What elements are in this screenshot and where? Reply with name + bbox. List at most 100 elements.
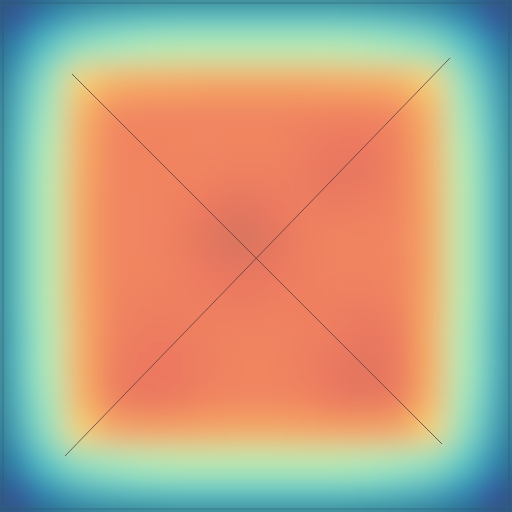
heat-cell [448,192,481,225]
diagonal-line [72,74,442,444]
heat-cell [416,0,449,33]
heat-cell [256,320,289,353]
heat-cell [352,128,385,161]
heat-cell [384,384,417,417]
heat-cell [416,32,449,65]
heat-cell [192,128,225,161]
heat-cell [384,160,417,193]
heat-cell [0,288,33,321]
heat-cell [416,320,449,353]
heat-cell [32,288,65,321]
heat-cell [480,96,512,129]
heat-cell [416,128,449,161]
heat-cell [352,448,385,481]
heat-cell [448,352,481,385]
heat-cell [352,192,385,225]
heat-cell [96,416,129,449]
heat-cell [224,224,257,257]
heat-cell [192,32,225,65]
heat-cell [352,352,385,385]
heat-cell [128,224,161,257]
heat-cell [320,128,353,161]
heat-cell [224,320,257,353]
heat-cell [96,256,129,289]
heat-cell [384,352,417,385]
heat-cell [160,320,193,353]
heat-cell [64,352,97,385]
heat-cell [32,480,65,512]
heat-cell [224,64,257,97]
heat-cell [384,64,417,97]
heat-cell [256,480,289,512]
heat-cell [192,0,225,33]
heat-cell [288,384,321,417]
heat-cell [256,256,289,289]
heat-cell [384,32,417,65]
heat-cell [0,192,33,225]
heat-cell [448,448,481,481]
heat-cell [160,224,193,257]
heat-cell [320,480,353,512]
heat-cell [480,128,512,161]
heat-cell [96,160,129,193]
heat-cell [320,416,353,449]
heat-cell [96,352,129,385]
heat-cell [288,256,321,289]
heat-cell [448,224,481,257]
heat-cell [256,128,289,161]
heat-cell [480,416,512,449]
heat-cell [384,320,417,353]
heat-cell [192,96,225,129]
heat-cell [288,128,321,161]
heat-cell [288,416,321,449]
heat-cell [96,480,129,512]
heat-cell [416,480,449,512]
heat-cell [384,128,417,161]
heat-cell [224,96,257,129]
heat-cell [448,416,481,449]
heat-cell [160,160,193,193]
heat-cell [160,128,193,161]
heat-cell [416,224,449,257]
heat-cell [256,224,289,257]
heat-cell [224,416,257,449]
heat-cell [64,32,97,65]
heat-cell [384,192,417,225]
heat-cell [64,0,97,33]
heat-cell [128,352,161,385]
heat-cell [288,288,321,321]
heat-cell [128,160,161,193]
heat-cell [416,64,449,97]
heat-cell [384,448,417,481]
heat-cell [480,288,512,321]
heat-cell [96,320,129,353]
heat-cell [320,96,353,129]
heat-cell [64,96,97,129]
heat-cell [416,384,449,417]
heat-cell [160,0,193,33]
heat-cell [0,96,33,129]
heat-cell [384,256,417,289]
heat-cell [128,128,161,161]
heat-cell [480,320,512,353]
heat-layer [0,0,512,512]
heat-cell [416,416,449,449]
heat-cell [448,320,481,353]
heat-cell [416,288,449,321]
heat-cell [96,0,129,33]
heat-cell [128,448,161,481]
heat-cells [0,0,512,512]
diagonal-line [65,58,450,456]
heat-cell [256,352,289,385]
heat-cell [160,480,193,512]
heat-cell [384,416,417,449]
heat-cell [448,64,481,97]
heat-cell [64,320,97,353]
heat-cell [320,224,353,257]
heat-cell [192,64,225,97]
heat-cell [64,416,97,449]
heat-cell [256,160,289,193]
heat-cell [32,128,65,161]
heat-cell [288,480,321,512]
heat-cell [96,192,129,225]
